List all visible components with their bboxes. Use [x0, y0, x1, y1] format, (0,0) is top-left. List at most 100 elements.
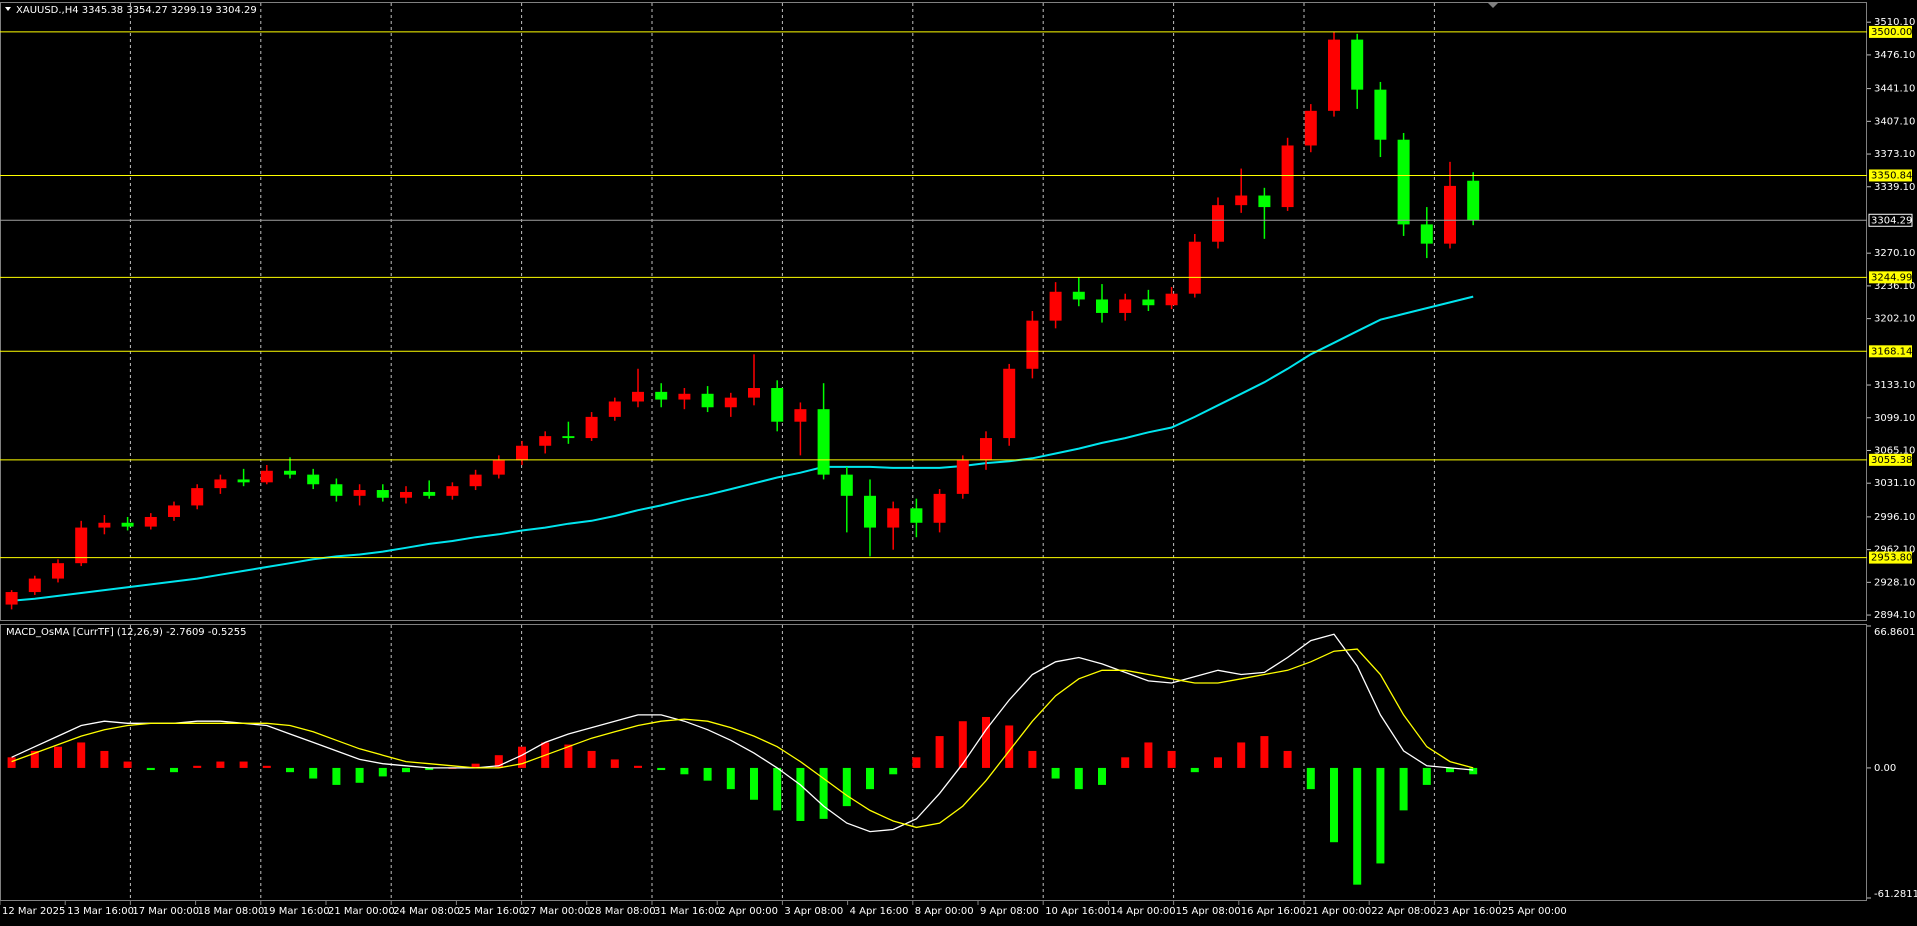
histogram-bar — [1399, 767, 1408, 811]
candle-body — [353, 490, 366, 496]
candle-body — [1212, 205, 1224, 242]
candle-body — [794, 409, 807, 422]
histogram-bar — [378, 767, 387, 777]
time-label: 17 Mar 00:00 — [132, 906, 199, 917]
histogram-bar — [1144, 742, 1153, 768]
histogram-bar — [1353, 767, 1362, 885]
y-tick-label: 3510.10 — [1874, 17, 1915, 28]
y-tick-label: 3236.10 — [1874, 281, 1915, 292]
candle-body — [1003, 368, 1016, 439]
time-label: 24 Mar 08:00 — [393, 906, 460, 917]
histogram-bar — [1214, 757, 1222, 768]
time-label: 15 Apr 08:00 — [1176, 906, 1241, 917]
candle-body — [1467, 180, 1480, 221]
macd-title: MACD_OsMA [CurrTF] (12,26,9) -2.7609 -0.… — [6, 627, 246, 638]
time-label: 8 Apr 00:00 — [915, 906, 974, 917]
candle-body — [98, 522, 111, 528]
histogram-bar — [332, 767, 341, 785]
histogram-bar — [216, 761, 225, 768]
candle-body — [840, 474, 853, 496]
candle-body — [5, 592, 18, 605]
time-label: 2 Apr 00:00 — [719, 906, 778, 917]
candle-body — [701, 393, 714, 408]
level-label-box — [1869, 551, 1912, 564]
candle-body — [423, 491, 436, 496]
y-tick-label: 3476.10 — [1874, 50, 1915, 61]
histogram-bar — [1469, 767, 1478, 775]
y-tick-label: 2996.10 — [1874, 512, 1915, 523]
histogram-bar — [146, 767, 155, 771]
histogram-bar — [726, 767, 735, 790]
histogram-bar — [425, 767, 434, 771]
candle-body — [1304, 110, 1317, 146]
candle-body — [469, 474, 482, 487]
histogram-bar — [610, 759, 619, 768]
histogram-bar — [77, 742, 86, 768]
histogram-bar — [1376, 767, 1385, 864]
candle-body — [585, 416, 598, 439]
time-label: 27 Mar 00:00 — [524, 906, 591, 917]
candle-body — [608, 401, 621, 417]
histogram-bar — [1283, 750, 1292, 768]
histogram-bar — [1190, 767, 1199, 773]
current-price-label: 3304.29 — [1871, 215, 1912, 226]
candle-body — [1072, 291, 1085, 300]
histogram-bar — [1005, 725, 1014, 768]
candle-body — [400, 491, 412, 498]
candle-body — [956, 460, 969, 494]
histogram-bar — [1330, 767, 1338, 843]
candle-body — [539, 436, 552, 446]
time-label: 21 Mar 00:00 — [328, 906, 395, 917]
histogram-bar — [982, 716, 990, 768]
histogram-bar — [262, 765, 271, 768]
time-label: 25 Apr 00:00 — [1502, 906, 1567, 917]
histogram-bar — [471, 763, 480, 768]
time-label: 13 Mar 16:00 — [67, 906, 134, 917]
moving-average — [11, 295, 1474, 602]
level-label: 2953.80 — [1871, 553, 1912, 564]
main-line — [11, 633, 1474, 833]
histogram-bar — [1121, 757, 1130, 768]
time-label: 12 Mar 2025 — [2, 906, 65, 917]
histogram-bar — [1237, 742, 1246, 768]
level-label: 3168.14 — [1871, 346, 1912, 357]
time-label: 25 Mar 16:00 — [458, 906, 525, 917]
y-tick-label: 3441.10 — [1874, 84, 1915, 95]
candle-body — [121, 522, 134, 527]
time-label: 16 Apr 16:00 — [1241, 906, 1306, 917]
candle-body — [864, 495, 876, 528]
level-label-box — [1869, 345, 1912, 358]
candle-body — [446, 486, 459, 496]
time-label: 18 Mar 08:00 — [198, 906, 265, 917]
candle-body — [214, 479, 227, 489]
y-tick-label: 3270.10 — [1874, 248, 1915, 259]
histogram-bar — [750, 767, 758, 800]
candle-body — [1026, 320, 1039, 369]
time-label: 28 Mar 08:00 — [589, 906, 656, 917]
candle-body — [376, 490, 389, 498]
candle-body — [632, 391, 644, 402]
menu-arrow[interactable] — [5, 7, 11, 11]
level-label: 3500.00 — [1871, 27, 1912, 38]
y-tick-label: 2928.10 — [1874, 577, 1915, 588]
candle-body — [980, 438, 992, 461]
histogram-bar — [680, 767, 689, 775]
histogram-bar — [1306, 767, 1315, 790]
candle-body — [655, 391, 668, 400]
y-tick-label: 3133.10 — [1874, 380, 1915, 391]
y-tick-label: 0.00 — [1874, 763, 1896, 774]
histogram-bar — [309, 767, 318, 779]
level-label: 3350.84 — [1871, 170, 1912, 181]
candle-body — [307, 474, 320, 485]
candle-body — [1444, 185, 1456, 244]
level-label-box — [1869, 25, 1912, 38]
histogram-bar — [912, 757, 921, 768]
histogram-bar — [239, 761, 248, 768]
histogram-bar — [1260, 736, 1269, 768]
y-tick-label: 3407.10 — [1874, 116, 1915, 127]
y-tick-label: 3202.10 — [1874, 314, 1915, 325]
candle-body — [28, 578, 41, 593]
histogram-bar — [54, 746, 62, 768]
histogram-bar — [866, 767, 874, 790]
y-tick-label: 3065.10 — [1874, 445, 1915, 456]
